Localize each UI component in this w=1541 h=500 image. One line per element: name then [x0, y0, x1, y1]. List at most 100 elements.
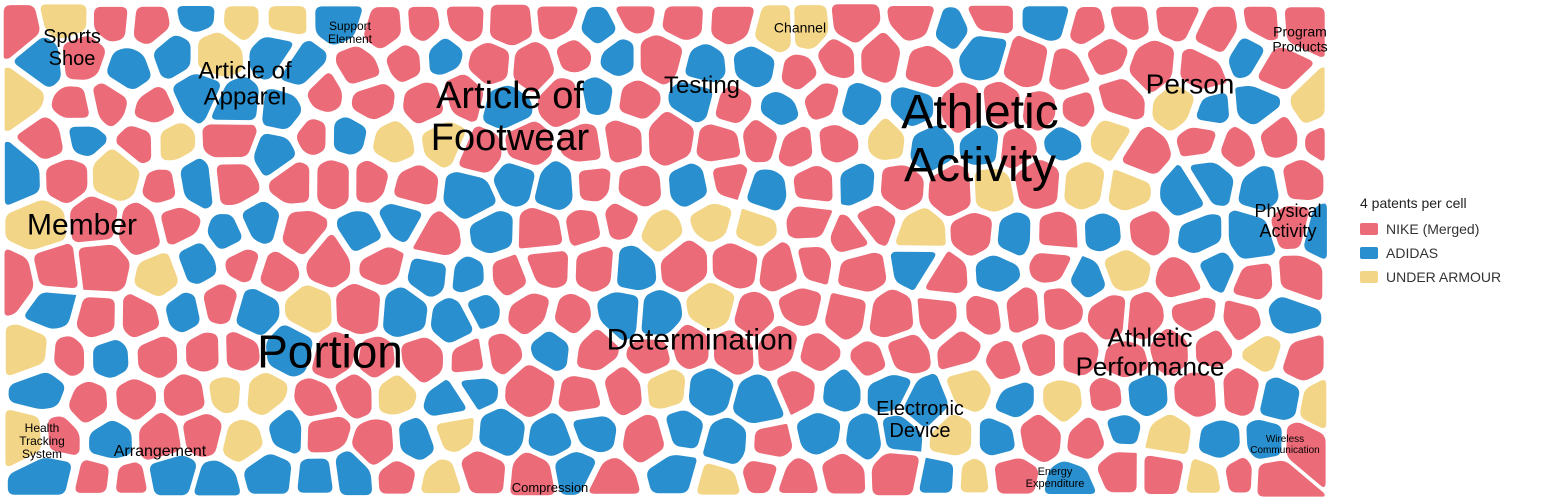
voronoi-cell [818, 39, 854, 78]
voronoi-cell [820, 125, 859, 162]
voronoi-cell [779, 127, 812, 167]
voronoi-cell [642, 210, 683, 252]
voronoi-cell [641, 35, 682, 84]
voronoi-cell [1129, 375, 1168, 416]
voronoi-cell [758, 326, 797, 371]
voronoi-cell [1145, 415, 1190, 454]
voronoi-cell [1305, 128, 1325, 161]
voronoi-cell [166, 293, 199, 332]
voronoi-cell [46, 160, 87, 203]
voronoi-cell [210, 377, 240, 413]
voronoi-cell [690, 204, 731, 242]
voronoi-cell [8, 458, 71, 495]
voronoi-cell [5, 410, 41, 466]
voronoi-cell [647, 455, 696, 493]
voronoi-cell [9, 373, 65, 409]
voronoi-cell [1144, 456, 1183, 494]
voronoi-cell [947, 370, 991, 412]
voronoi-cell [672, 325, 709, 369]
voronoi-cell [208, 214, 242, 249]
voronoi-cell [648, 370, 686, 409]
voronoi-cell [373, 121, 414, 162]
patent-voronoi-chart: Sports ShoeArticle of ApparelSupport Ele… [0, 0, 1541, 500]
voronoi-cell [906, 46, 954, 87]
voronoi-cell [285, 286, 332, 333]
voronoi-cell [1067, 418, 1103, 459]
voronoi-cell [868, 119, 904, 160]
legend-items: NIKE (Merged)ADIDASUNDER ARMOUR [1360, 221, 1501, 285]
voronoi-cell [1242, 336, 1280, 372]
voronoi-cell [1022, 334, 1055, 376]
voronoi-cell [918, 298, 957, 339]
voronoi-cell [642, 290, 682, 335]
voronoi-cell [1039, 212, 1077, 248]
voronoi-cell [714, 330, 753, 374]
voronoi-cell [589, 458, 639, 494]
voronoi-cell [513, 42, 554, 92]
voronoi-cell [424, 380, 466, 416]
voronoi-cell [317, 160, 349, 209]
voronoi-cell [244, 454, 291, 493]
voronoi-cell [134, 7, 170, 44]
voronoi-cell [298, 459, 333, 493]
voronoi-cell [1023, 91, 1055, 130]
voronoi-cell [226, 332, 259, 371]
voronoi-cell [154, 36, 191, 79]
voronoi-cell [6, 325, 47, 376]
voronoi-cell [394, 165, 438, 204]
voronoi-cell [669, 164, 707, 207]
voronoi-cell [1172, 298, 1216, 331]
voronoi-cell [716, 86, 751, 123]
voronoi-cell [25, 293, 76, 329]
legend: 4 patents per cell NIKE (Merged)ADIDASUN… [1360, 195, 1501, 293]
voronoi-cell [119, 203, 160, 255]
voronoi-cell [1283, 160, 1323, 200]
voronoi-cell [336, 284, 380, 334]
voronoi-cell [243, 202, 279, 244]
voronoi-cell [198, 33, 243, 77]
voronoi-cell [248, 373, 288, 415]
legend-label: UNDER ARMOUR [1386, 269, 1501, 285]
voronoi-cell [52, 86, 89, 118]
voronoi-cell [1178, 214, 1221, 253]
voronoi-cell [237, 289, 280, 335]
voronoi-cell [462, 452, 505, 494]
voronoi-cell [1104, 341, 1148, 377]
voronoi-cell [733, 374, 783, 423]
voronoi-cell [94, 7, 127, 42]
voronoi-cell [308, 417, 351, 453]
voronoi-cell [986, 341, 1020, 379]
voronoi-cell [422, 122, 465, 167]
voronoi-cell [891, 87, 933, 126]
voronoi-cell [1229, 38, 1263, 78]
voronoi-cell [861, 33, 900, 83]
voronoi-cell [797, 413, 840, 454]
voronoi-cell [505, 122, 552, 165]
voronoi-cell [34, 244, 77, 288]
voronoi-cell [69, 382, 107, 423]
voronoi-cell [453, 257, 484, 293]
voronoi-cell [139, 413, 180, 460]
voronoi-cell [224, 6, 258, 40]
voronoi-cell [1001, 128, 1037, 168]
voronoi-cell [950, 213, 991, 256]
voronoi-cell [559, 376, 600, 411]
voronoi-cell [605, 367, 641, 415]
voronoi-cell [1259, 48, 1313, 89]
voronoi-cell [93, 149, 140, 200]
voronoi-cell [135, 253, 178, 296]
voronoi-cell [1109, 170, 1151, 210]
voronoi-cell [77, 297, 115, 337]
voronoi-cell [686, 44, 726, 82]
voronoi-cell [1007, 287, 1039, 332]
voronoi-cell [358, 337, 394, 378]
voronoi-cell [399, 418, 433, 460]
voronoi-cell [832, 4, 880, 42]
voronoi-cell [1269, 297, 1321, 333]
voronoi-cell [89, 421, 132, 458]
voronoi-cell [76, 460, 109, 493]
voronoi-cell [822, 454, 865, 494]
voronoi-cell [508, 294, 548, 335]
voronoi-cell [262, 89, 301, 129]
voronoi-cell [447, 7, 484, 42]
